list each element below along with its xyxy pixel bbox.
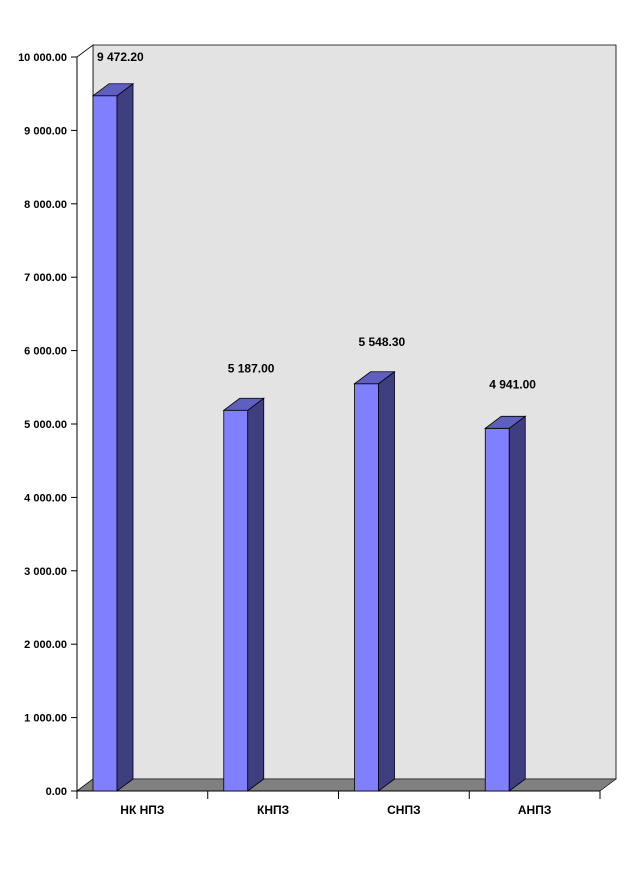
bar — [222, 397, 265, 792]
y-tick-label: 10 000.00 — [18, 52, 67, 64]
bar-side — [116, 82, 134, 792]
data-label: 4 941.00 — [489, 377, 536, 391]
y-tick-label: 0.00 — [46, 786, 67, 798]
bar-front — [354, 383, 379, 792]
y-tick-label: 6 000.00 — [24, 346, 67, 358]
side-wall — [76, 44, 94, 792]
y-tick-label: 1 000.00 — [24, 713, 67, 725]
y-tick-label: 8 000.00 — [24, 199, 67, 211]
bar-top — [222, 397, 265, 411]
y-tick-label: 7 000.00 — [24, 272, 67, 284]
chart-bars — [91, 82, 527, 792]
x-tick-label: СНПЗ — [387, 803, 420, 817]
bar-top — [91, 83, 135, 97]
y-tick-label: 3 000.00 — [24, 566, 67, 578]
bar-side — [508, 415, 526, 792]
y-tick-label: 9 000.00 — [24, 125, 67, 137]
bar — [353, 370, 396, 792]
data-label: 5 548.30 — [359, 335, 406, 349]
bar-front — [484, 427, 510, 792]
floor — [76, 778, 617, 792]
chart-axes: 0.00 1 000.00 2 000.00 3 000.00 4 000.00 5 00… — [18, 52, 601, 817]
y-tick-label: 5 000.00 — [24, 419, 67, 431]
x-tick-label: АНПЗ — [518, 803, 551, 817]
bar-side — [247, 397, 265, 792]
y-tick-label: 4 000.00 — [24, 492, 67, 504]
chart-walls — [76, 44, 617, 792]
bar-top — [484, 415, 527, 429]
bar — [91, 82, 135, 792]
x-tick-label: НК НПЗ — [120, 803, 164, 817]
data-label: 5 187.00 — [228, 361, 275, 375]
bar — [484, 415, 527, 792]
bar-front — [223, 409, 249, 792]
bar-side — [378, 370, 395, 792]
bar-top — [353, 371, 396, 385]
chart-labels: 9 472.20 5 187.00 5 548.30 4 941.00 — [97, 50, 536, 391]
bar-front — [92, 95, 118, 792]
x-tick-label: КНПЗ — [257, 803, 289, 817]
data-label: 9 472.20 — [97, 50, 144, 64]
y-tick-label: 2 000.00 — [24, 639, 67, 651]
